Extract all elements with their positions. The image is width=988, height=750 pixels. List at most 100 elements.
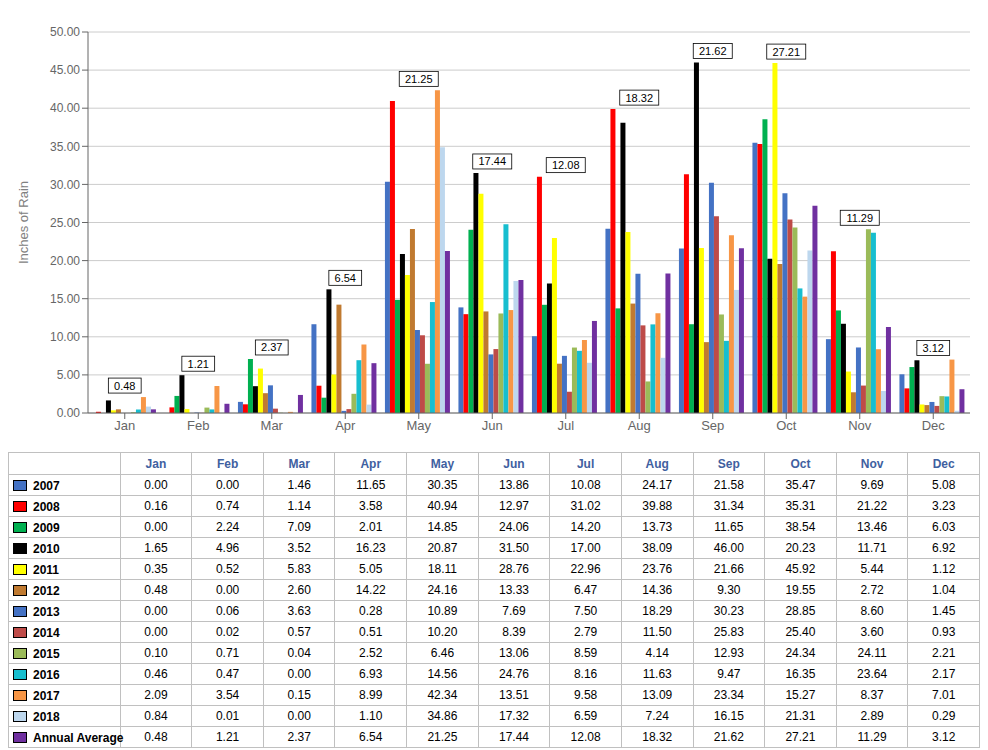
html-text:2012: 2012 — [33, 583, 60, 598]
svg-text:27.21: 27.21 — [772, 46, 800, 58]
svg-text:3.12: 3.12 — [923, 342, 944, 354]
svg-text:Jun: Jun — [482, 418, 503, 433]
html-text:2009: 2009 — [33, 520, 60, 535]
html-text:13.46: 13.46 — [857, 520, 888, 534]
svg-text:40.00: 40.00 — [50, 101, 80, 115]
html-text:6.03: 6.03 — [932, 520, 956, 534]
html-text:Annual Average: Annual Average — [33, 730, 124, 745]
html-text:3.52: 3.52 — [287, 541, 311, 555]
svg-text:0.00: 0.00 — [57, 406, 81, 420]
html-text:14.20: 14.20 — [570, 520, 601, 534]
html-text:1.14: 1.14 — [287, 499, 311, 513]
html-text:2018: 2018 — [33, 709, 60, 724]
html-text:10.08: 10.08 — [570, 478, 601, 492]
html-text:31.34: 31.34 — [713, 499, 744, 513]
svg-text:Feb: Feb — [187, 418, 209, 433]
html-text:4.96: 4.96 — [215, 541, 240, 555]
svg-text:2.37: 2.37 — [261, 341, 282, 353]
html-text:2010: 2010 — [33, 541, 60, 556]
html-text:0.00: 0.00 — [144, 520, 168, 534]
html-text:9.69: 9.69 — [860, 478, 884, 492]
html-text:11.65: 11.65 — [356, 478, 386, 492]
html-text:2.01: 2.01 — [359, 520, 383, 534]
svg-text:Nov: Nov — [848, 418, 872, 433]
html-text:Jul: Jul — [576, 456, 595, 471]
svg-text:21.25: 21.25 — [405, 73, 433, 85]
svg-text:20.00: 20.00 — [50, 254, 80, 268]
svg-text:45.00: 45.00 — [50, 63, 80, 77]
html-text:3.58: 3.58 — [359, 499, 383, 513]
html-text:0.00: 0.00 — [215, 478, 240, 492]
svg-text:10.00: 10.00 — [50, 330, 80, 344]
html-text:31.02: 31.02 — [570, 499, 601, 513]
svg-text:11.29: 11.29 — [846, 212, 873, 224]
html-text:7.09: 7.09 — [287, 520, 311, 534]
svg-text:Jul: Jul — [557, 418, 574, 433]
svg-text:5.00: 5.00 — [57, 368, 81, 382]
html-text:Apr: Apr — [360, 456, 382, 471]
svg-text:May: May — [406, 418, 431, 433]
html-text:2007: 2007 — [33, 478, 60, 493]
svg-text:Oct: Oct — [776, 418, 797, 433]
svg-text:Aug: Aug — [628, 418, 651, 433]
html-text:2016: 2016 — [33, 667, 60, 682]
html-text:Nov: Nov — [860, 456, 884, 471]
html-text:2014: 2014 — [33, 625, 60, 640]
html-text:Mar: Mar — [288, 456, 310, 471]
html-text:0.00: 0.00 — [144, 478, 168, 492]
html-text:38.54: 38.54 — [785, 520, 816, 534]
html-text:1.65: 1.65 — [144, 541, 168, 555]
svg-text:17.44: 17.44 — [478, 155, 506, 167]
svg-text:Sep: Sep — [701, 418, 724, 433]
html-text:21.58: 21.58 — [713, 478, 744, 492]
html-text:Jan: Jan — [145, 456, 167, 471]
html-text:Aug: Aug — [645, 456, 669, 471]
html-text:2.24: 2.24 — [215, 520, 240, 534]
svg-text:18.32: 18.32 — [625, 92, 653, 104]
html-text:11.65: 11.65 — [714, 520, 744, 534]
html-text:40.94: 40.94 — [427, 499, 458, 513]
svg-text:0.48: 0.48 — [114, 380, 135, 392]
html-text:Feb: Feb — [216, 456, 239, 471]
html-text:0.74: 0.74 — [215, 499, 240, 513]
html-text:1.46: 1.46 — [287, 478, 311, 492]
html-text:24.06: 24.06 — [499, 520, 529, 534]
svg-text:Mar: Mar — [261, 418, 284, 433]
html-text:24.17: 24.17 — [642, 478, 673, 492]
html-text:2008: 2008 — [33, 499, 60, 514]
html-text:21.22: 21.22 — [857, 499, 888, 513]
html-text:30.35: 30.35 — [427, 478, 458, 492]
svg-text:35.00: 35.00 — [50, 140, 80, 154]
svg-text:12.08: 12.08 — [552, 159, 580, 171]
html-text:Sep: Sep — [717, 456, 740, 471]
html-text:14.85: 14.85 — [427, 520, 458, 534]
html-text:35.31: 35.31 — [785, 499, 816, 513]
svg-text:15.00: 15.00 — [50, 292, 80, 306]
html-text:3.23: 3.23 — [932, 499, 956, 513]
html-text:12.97: 12.97 — [499, 499, 529, 513]
svg-text:30.00: 30.00 — [50, 178, 80, 192]
svg-text:1.21: 1.21 — [188, 358, 209, 370]
html-text:35.47: 35.47 — [785, 478, 816, 492]
svg-text:Dec: Dec — [922, 418, 946, 433]
svg-text:25.00: 25.00 — [50, 216, 80, 230]
html-text:May: May — [430, 456, 455, 471]
html-text:0.16: 0.16 — [144, 499, 168, 513]
html-text:5.08: 5.08 — [932, 478, 956, 492]
svg-text:Inches of Rain: Inches of Rain — [16, 181, 31, 264]
svg-text:50.00: 50.00 — [50, 25, 80, 39]
svg-text:Apr: Apr — [335, 418, 356, 433]
svg-text:21.62: 21.62 — [699, 45, 727, 57]
html-text:2011: 2011 — [33, 562, 59, 577]
html-text:2017: 2017 — [33, 688, 60, 703]
html-text:13.73: 13.73 — [642, 520, 673, 534]
html-text:Oct: Oct — [790, 456, 811, 471]
html-text:Dec: Dec — [932, 456, 955, 471]
html-text:13.86: 13.86 — [499, 478, 529, 492]
html-text:39.88: 39.88 — [642, 499, 673, 513]
html-text:2015: 2015 — [33, 646, 60, 661]
html-text:Jun: Jun — [503, 456, 525, 471]
svg-text:6.54: 6.54 — [335, 272, 356, 284]
html-text:2013: 2013 — [33, 604, 60, 619]
svg-text:Jan: Jan — [114, 418, 135, 433]
